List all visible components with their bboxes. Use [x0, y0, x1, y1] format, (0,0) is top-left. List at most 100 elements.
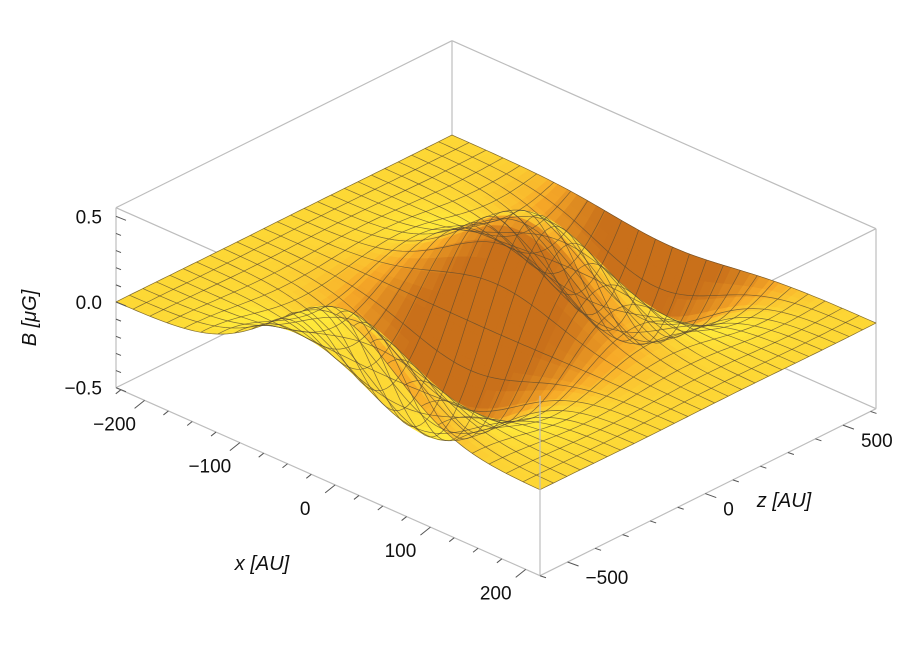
x-axis-ticks: −200 −100 0 100 200: [93, 389, 527, 604]
mesh-line-z: [451, 134, 877, 324]
mesh-line-x: [200, 173, 538, 333]
mesh-line-x: [488, 300, 826, 465]
z-minor-tick: [760, 465, 767, 469]
b-minor-tick: [115, 370, 122, 374]
surface-mesh: [115, 134, 877, 491]
x-tick-label: 100: [385, 541, 417, 562]
b-minor-tick: [115, 250, 122, 254]
mesh-line-z: [290, 214, 715, 404]
b-tick-label: 0.0: [76, 293, 102, 314]
mesh-line-z: [424, 148, 850, 337]
mesh-line-z: [250, 234, 675, 424]
x-major-tick: [229, 442, 241, 452]
box-edge: [115, 40, 453, 209]
x-minor-tick: [282, 463, 288, 469]
b-minor-tick: [115, 318, 122, 322]
mesh-line-z: [357, 181, 783, 371]
box-edge: [451, 40, 877, 230]
x-tick-label: 200: [480, 583, 512, 604]
z-major-tick: [567, 561, 579, 567]
b-minor-tick: [115, 267, 122, 271]
z-minor-tick: [787, 452, 795, 455]
mesh-line-x: [132, 142, 470, 310]
mesh-line-z: [236, 241, 662, 431]
b-axis-ticks: −0.5 0.0 0.5: [64, 207, 127, 400]
box-edge: [539, 408, 877, 577]
b-major-tick: [115, 387, 127, 393]
b-major-tick: [115, 215, 127, 221]
mesh-line-x: [539, 322, 877, 491]
z-axis-ticks: −500 0 500: [539, 410, 893, 589]
z-minor-tick: [650, 520, 657, 524]
z-minor-tick: [732, 479, 739, 483]
mesh-line-x: [217, 182, 555, 335]
x-tick-label: −100: [188, 457, 231, 478]
mesh-line-z: [156, 281, 581, 471]
mesh-line-z: [371, 174, 796, 364]
mesh-line-x: [234, 191, 571, 334]
mesh-line-x: [387, 263, 724, 435]
mesh-line-z: [169, 274, 594, 464]
z-minor-tick: [677, 506, 684, 510]
mesh-line-x: [115, 134, 453, 303]
x-tick-label: −200: [93, 414, 136, 435]
z-minor-tick: [815, 438, 822, 442]
b-minor-tick: [115, 352, 122, 356]
mesh-line-x: [319, 209, 656, 427]
mesh-line-x: [522, 315, 860, 483]
b-tick-label: −0.5: [64, 379, 102, 400]
z-minor-tick: [622, 534, 629, 538]
x-minor-tick: [210, 431, 217, 437]
mesh-line-x: [149, 149, 487, 317]
mesh-line-z: [304, 208, 729, 397]
mesh-line-z: [223, 248, 648, 438]
x-major-tick: [420, 526, 431, 536]
mesh-line-x: [268, 210, 605, 370]
x-minor-tick: [353, 495, 360, 500]
mesh-line-x: [183, 165, 520, 329]
x-minor-tick: [258, 452, 264, 458]
mesh-line-z: [129, 294, 554, 484]
x-major-tick: [515, 568, 527, 578]
x-minor-tick: [115, 389, 122, 395]
mesh-line-z: [344, 188, 769, 377]
z-minor-tick: [870, 410, 877, 414]
z-axis-label: z [AU]: [756, 490, 812, 512]
mesh-line-x: [336, 214, 673, 438]
x-tick-label: 0: [300, 499, 311, 520]
mesh-line-z: [115, 301, 541, 491]
b-minor-tick: [115, 232, 122, 236]
x-minor-tick: [306, 473, 312, 479]
z-tick-label: 0: [723, 500, 734, 521]
z-major-tick: [705, 493, 717, 499]
mesh-line-z: [398, 161, 823, 351]
x-minor-tick: [163, 410, 169, 416]
mesh-line-z: [142, 288, 568, 477]
z-minor-tick: [539, 575, 547, 579]
mesh-line-x: [353, 225, 690, 441]
b-tick-label: 0.5: [76, 207, 102, 228]
mesh-line-x: [472, 293, 809, 454]
z-major-tick: [842, 424, 855, 430]
x-major-tick: [324, 484, 336, 494]
bounding-box-front: [115, 387, 877, 577]
mesh-line-z: [384, 168, 809, 357]
z-minor-tick: [594, 547, 602, 551]
mesh-line-z: [438, 141, 863, 331]
mesh-line-z: [196, 261, 621, 451]
mesh-line-x: [455, 287, 792, 441]
b-axis-label: B [μG]: [19, 289, 41, 346]
mesh-line-z: [209, 255, 635, 444]
mesh-line-z: [183, 268, 608, 458]
box-edge: [115, 387, 541, 577]
mesh-line-z: [411, 154, 836, 344]
z-tick-label: −500: [586, 568, 629, 589]
mesh-line-z: [263, 228, 688, 417]
x-minor-tick: [401, 516, 407, 521]
mesh-line-z: [317, 201, 742, 390]
x-minor-tick: [448, 537, 455, 543]
b-minor-tick: [115, 284, 122, 288]
x-axis-label: x [AU]: [234, 553, 290, 575]
mesh-line-x: [166, 157, 504, 324]
